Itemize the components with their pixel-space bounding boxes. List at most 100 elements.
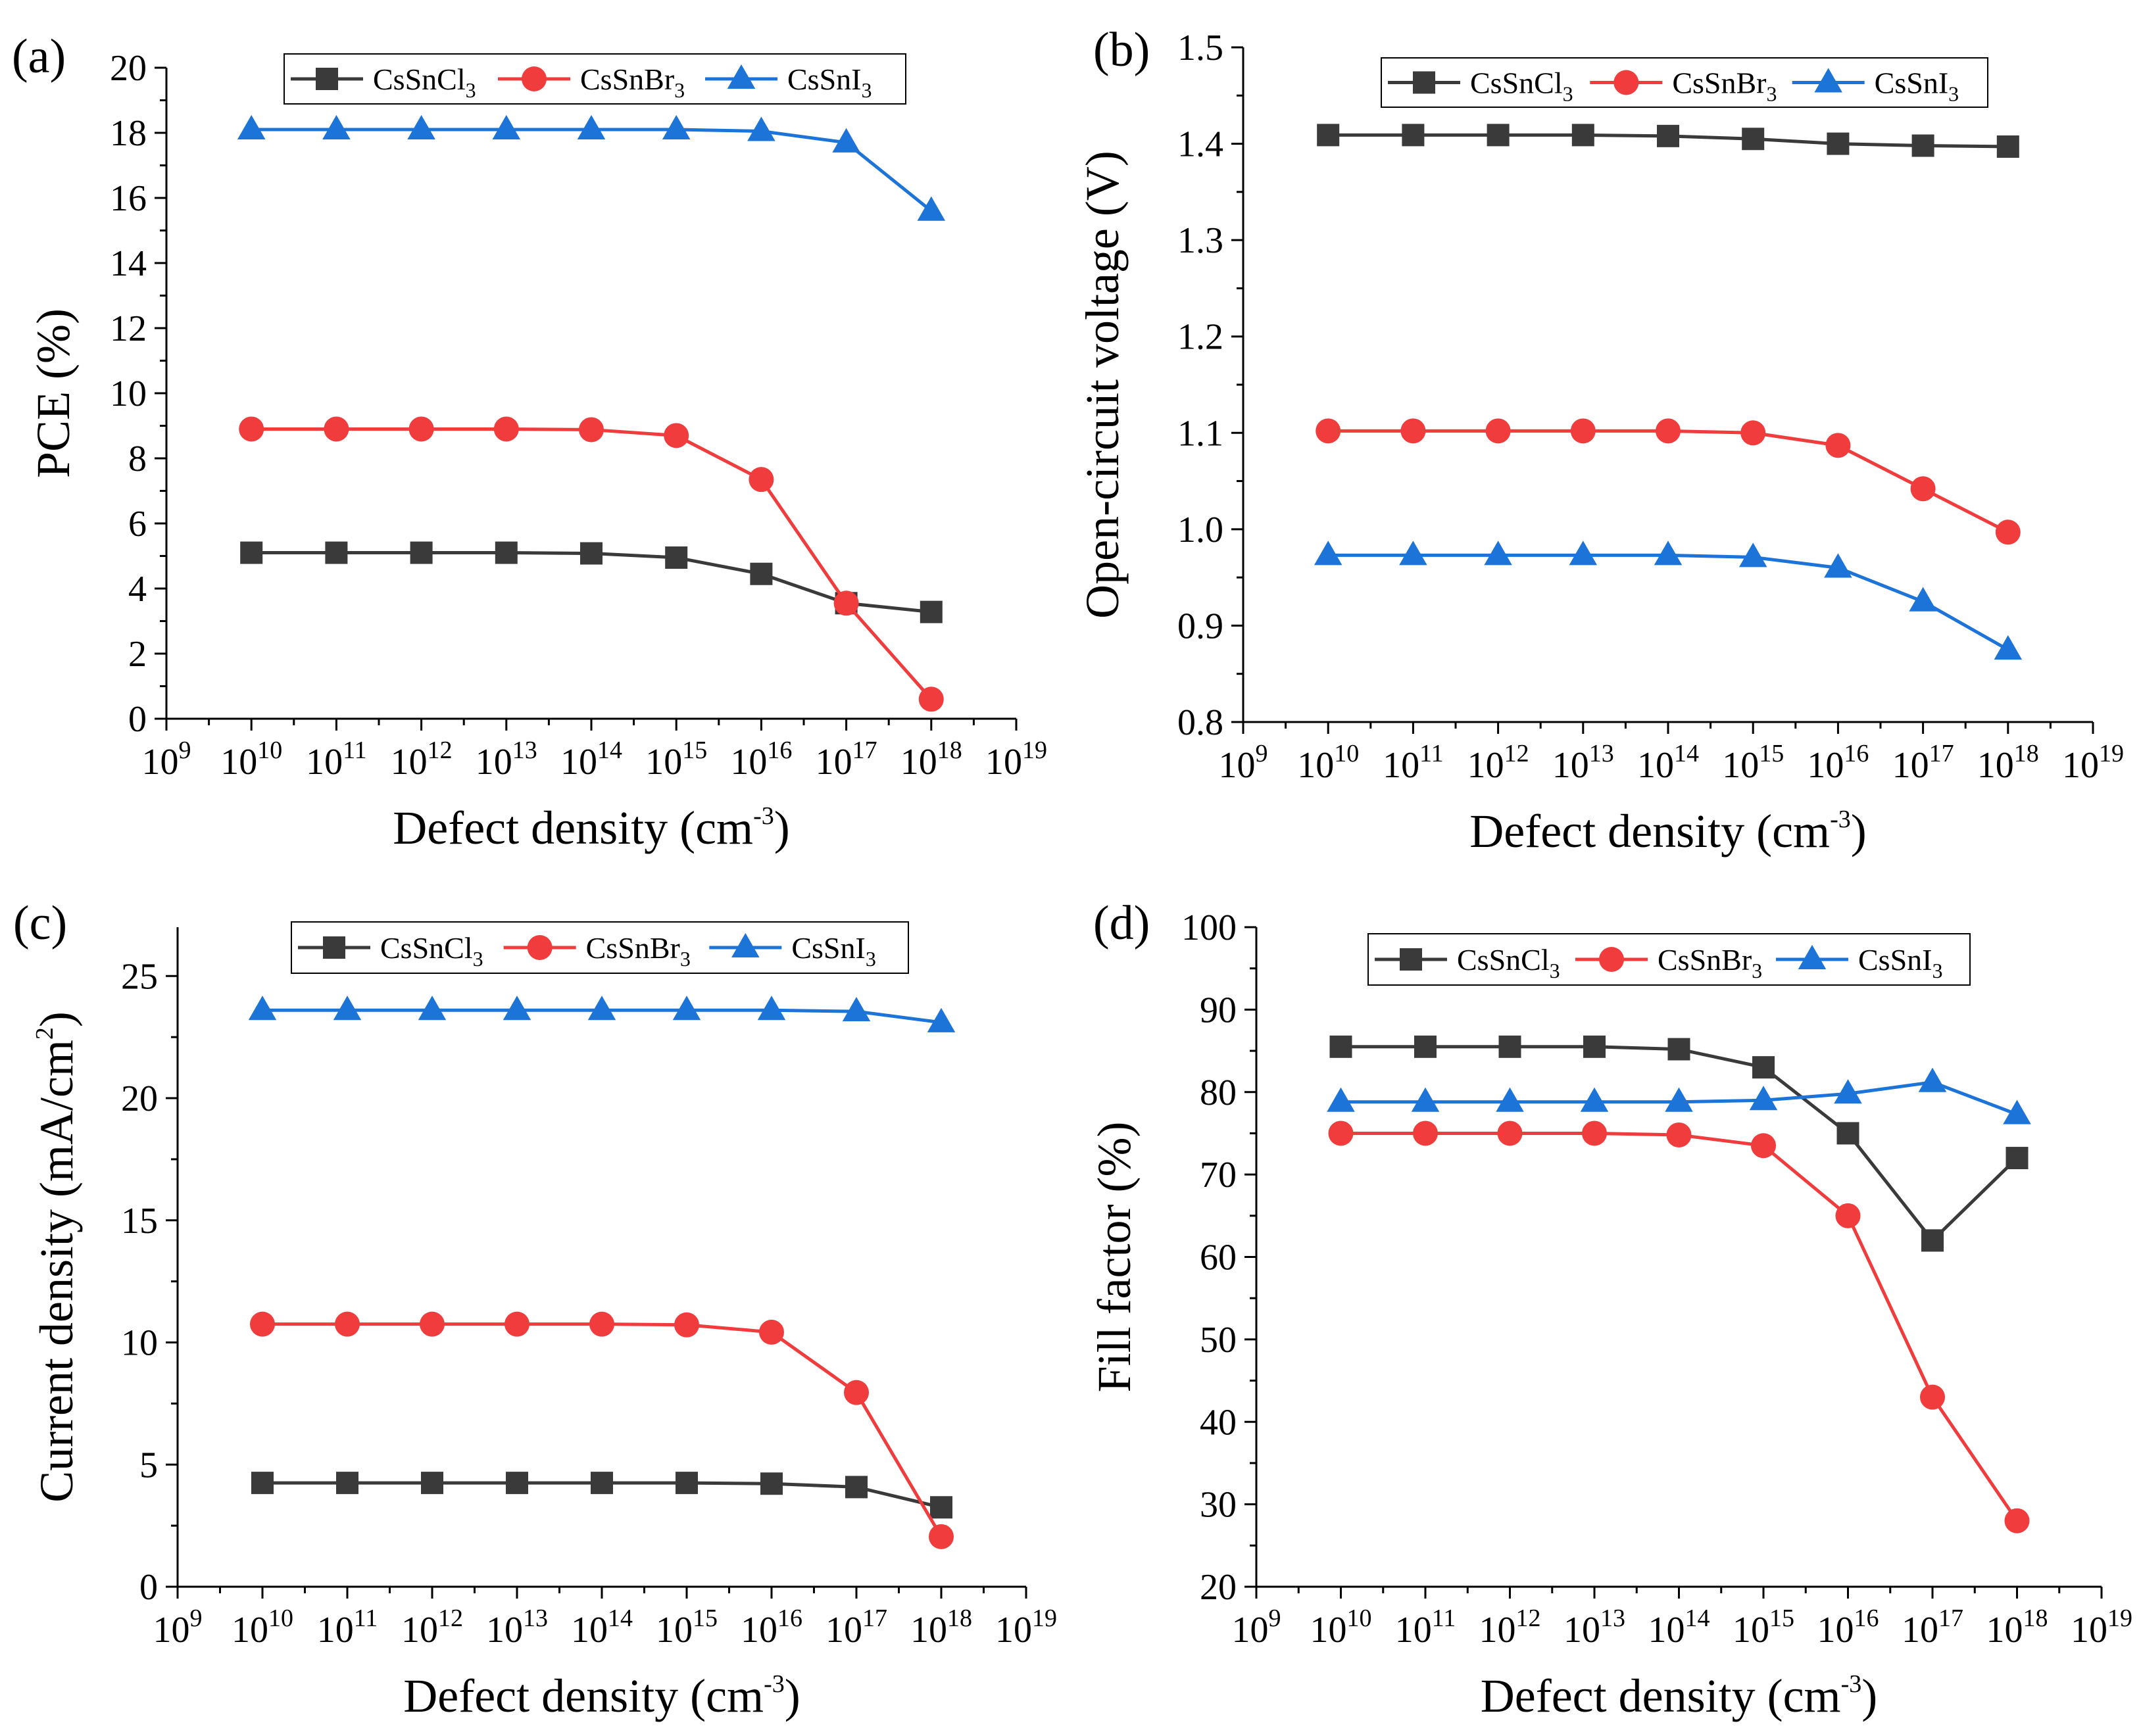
x-tick-base: 10 [730,742,767,783]
x-tick-base: 10 [1383,745,1419,786]
data-point [1413,1121,1438,1146]
data-point [1316,418,1341,444]
x-tick-base: 10 [142,742,179,783]
data-point [833,591,859,616]
y-axis-label-close: ) [30,1011,83,1027]
series-line [1341,1131,2019,1522]
series-CsSnBr3 [1328,1121,2030,1533]
data-point [1317,124,1340,147]
data-point [237,114,266,140]
data-point [335,1311,360,1337]
x-tick-exponent: 19 [2107,1604,2132,1632]
data-point [747,116,775,141]
series-line [1328,553,2009,652]
legend: CsSnCl3 CsSnBr3 CsSnI3 [283,53,906,105]
data-point [2004,1508,2030,1533]
data-point [1740,420,1766,446]
legend: CsSnCl3 CsSnBr3 CsSnI3 [291,921,909,974]
data-point [845,1476,868,1499]
x-tick-base: 10 [153,1610,190,1651]
data-point [1329,1035,1352,1058]
x-tick-base: 10 [486,1610,523,1651]
x-tick-label: 1018 [1986,1604,2048,1651]
x-tick-exponent: 10 [1347,1604,1372,1632]
x-tick-base: 10 [656,1610,693,1651]
legend-label-subscript: 3 [466,78,476,102]
data-point [1742,128,1765,151]
y-tick-label: 2 [128,634,147,675]
legend-label-subscript: 3 [1550,959,1560,982]
data-point [1400,418,1426,444]
data-point [750,562,773,585]
data-point [495,541,518,564]
y-tick-label: 5 [139,1445,158,1485]
legend-label-subscript: 3 [1752,959,1762,982]
x-axis-label-sup: -3 [1841,1670,1862,1698]
x-tick-label: 1012 [1479,1604,1541,1651]
panel-label: (b) [1093,23,1150,77]
series-line [262,1322,943,1538]
y-axis-label-sup: 2 [31,1027,59,1040]
data-point [1918,1067,1947,1092]
data-point [1657,124,1679,147]
data-point [665,546,688,569]
data-point [1656,418,1681,444]
legend-label: CsSnCl3 [373,62,476,102]
x-tick-base: 10 [816,742,852,783]
data-point [1909,587,1937,612]
data-point [239,416,264,442]
data-point [248,996,277,1021]
data-point [410,541,433,564]
legend-label-name: CsSnBr [580,62,674,96]
x-tick-base: 10 [910,1610,947,1651]
x-tick-exponent: 9 [1269,1604,1281,1632]
x-tick-exponent: 12 [428,736,453,764]
x-tick-label: 1013 [1552,740,1614,786]
x-tick-base: 10 [391,742,428,783]
x-tick-exponent: 11 [1419,740,1444,767]
data-point [1667,1038,1690,1061]
y-axis-label: Fill factor (%) [1088,1122,1141,1393]
panel-label: (a) [12,30,66,84]
data-point [760,1472,783,1495]
x-tick-label: 1013 [486,1604,548,1651]
series-line [251,128,933,212]
y-tick-label: 8 [128,439,147,479]
y-tick-label: 18 [110,113,147,154]
x-tick-base: 10 [1563,1610,1600,1651]
x-tick-exponent: 17 [862,1604,887,1632]
x-tick-label: 1017 [816,736,877,783]
x-tick-exponent: 19 [1022,736,1047,764]
y-tick-label: 0.8 [1177,702,1223,743]
x-tick-base: 10 [1722,745,1759,786]
data-point [1487,124,1510,147]
x-tick-label: 1018 [1977,740,2039,786]
data-point [2006,1147,2029,1170]
x-tick-label: 1016 [741,1604,802,1651]
y-tick-label: 1.4 [1177,124,1223,165]
x-tick-label: 1015 [1722,740,1784,786]
data-point [1327,1087,1355,1112]
x-tick-label: 109 [153,1604,203,1651]
x-tick-exponent: 17 [852,736,877,764]
x-tick-exponent: 17 [1929,740,1954,767]
x-tick-base: 10 [1892,745,1929,786]
x-tick-base: 10 [1552,745,1589,786]
data-point [506,1472,528,1495]
y-tick-label: 1.0 [1177,510,1223,550]
data-point [757,996,786,1021]
x-tick-base: 10 [741,1610,777,1651]
legend-label: CsSnBr3 [1672,66,1777,106]
x-tick-base: 10 [1648,1610,1685,1651]
legend-marker [522,66,547,91]
legend-marker [1814,68,1842,93]
x-tick-label: 1014 [1637,740,1699,786]
series-CsSnCl3 [1329,1035,2029,1252]
y-axis-label: PCE (%) [27,308,80,478]
legend-marker [1613,70,1639,95]
x-tick-exponent: 11 [354,1604,378,1632]
legend-marker [1798,944,1827,969]
x-tick-label: 1014 [1648,1604,1710,1651]
x-tick-exponent: 16 [1854,1604,1879,1632]
